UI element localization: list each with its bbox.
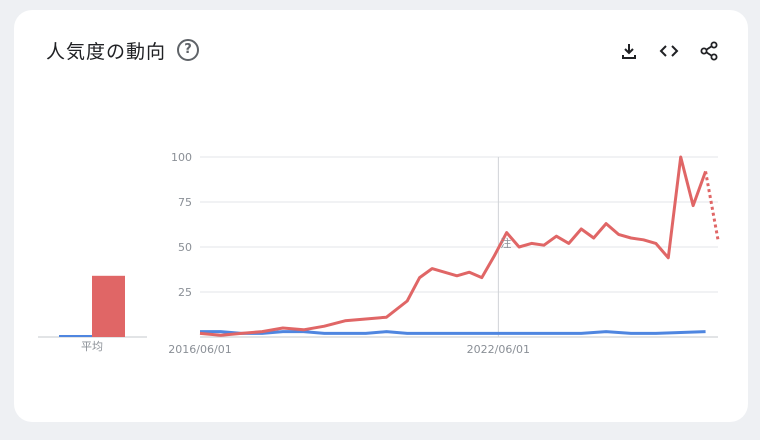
series-line-blue[interactable] [200, 330, 706, 335]
x-tick-label-0: 2016/06/01 [168, 343, 231, 356]
trend-card: 人気度の動向 ? [14, 10, 748, 422]
help-circle-icon[interactable]: ? [177, 39, 199, 61]
annotation-label: 注 [500, 236, 511, 250]
average-label: 平均 [81, 340, 103, 353]
embed-code-icon[interactable] [656, 38, 682, 64]
share-icon[interactable] [696, 38, 722, 64]
series-partial-line-red [704, 171, 720, 241]
series-line-red[interactable] [199, 155, 707, 337]
y-tick-label-50: 50 [178, 241, 192, 254]
y-tick-label-100: 100 [171, 151, 192, 164]
chart-toolbar [616, 38, 722, 64]
average-bar-blue[interactable] [59, 335, 92, 337]
y-tick-label-75: 75 [178, 196, 192, 209]
card-title: 人気度の動向 [46, 41, 167, 63]
x-tick-label-1: 2022/06/01 [467, 343, 530, 356]
download-icon[interactable] [616, 38, 642, 64]
y-tick-label-25: 25 [178, 286, 192, 299]
average-bar-red[interactable] [92, 275, 125, 337]
